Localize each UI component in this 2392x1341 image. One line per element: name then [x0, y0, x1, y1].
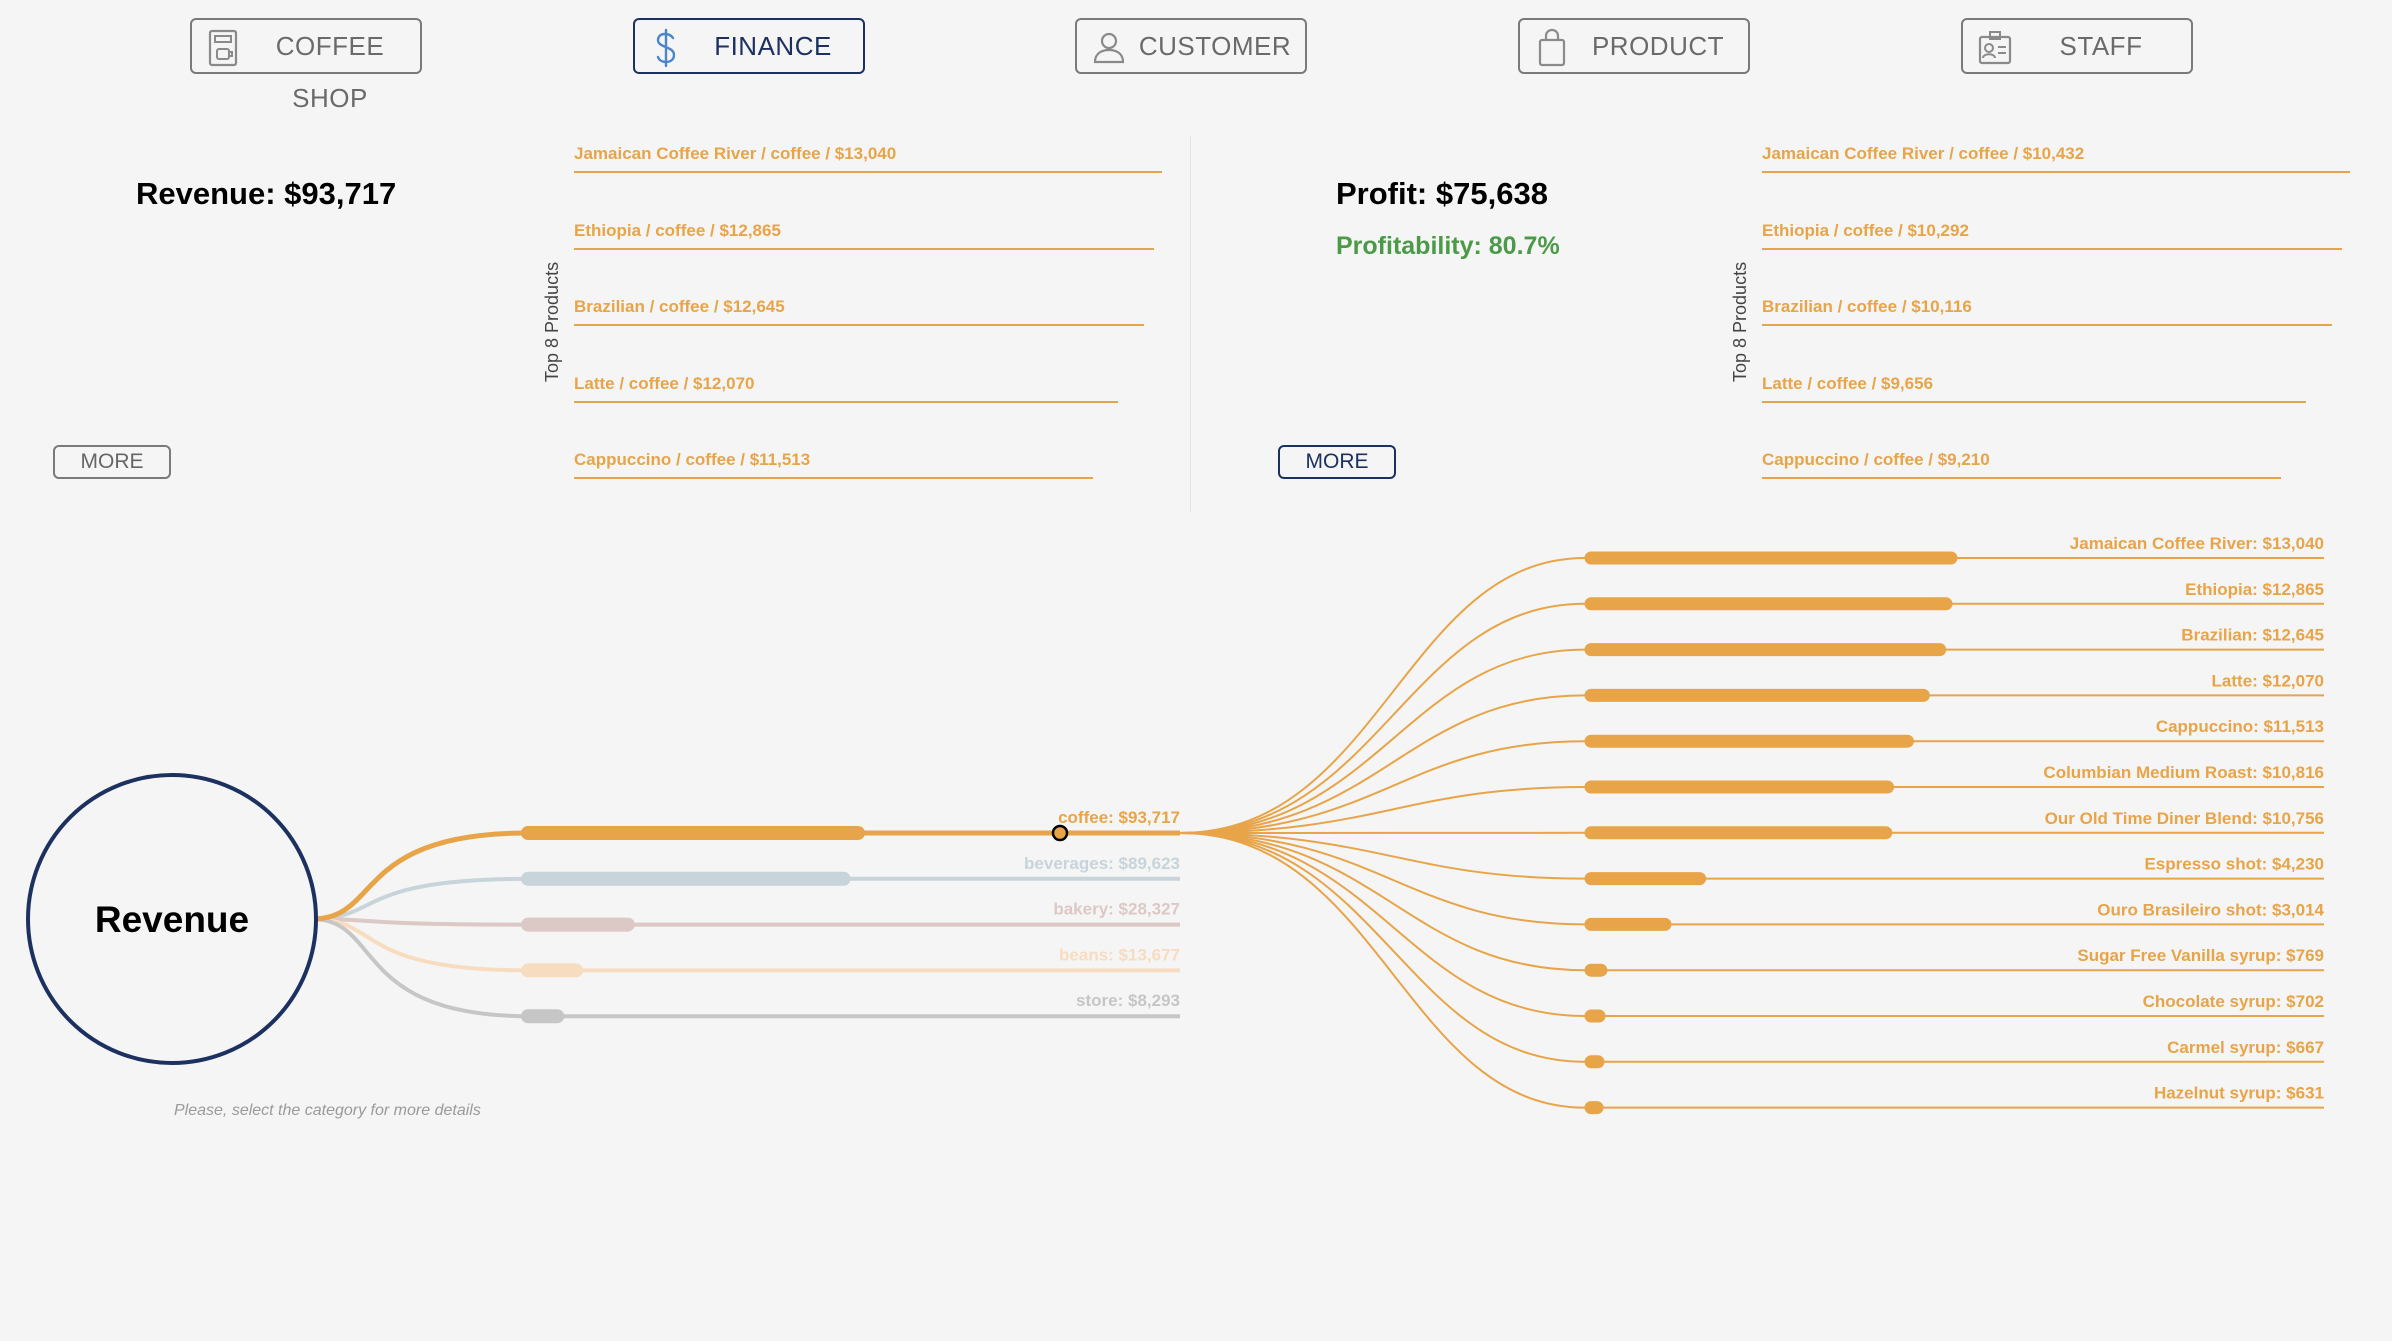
product-link — [1179, 694, 2324, 834]
product-link — [1179, 832, 2324, 1017]
profitability-kpi: Profitability: 80.7% — [1336, 232, 1560, 260]
top-product-label: Brazilian / coffee / $10,116 — [1762, 297, 1972, 316]
product-label: Our Old Time Diner Blend: $10,756 — [2045, 809, 2324, 828]
top-product-label: Brazilian / coffee / $12,645 — [574, 297, 785, 316]
top-product-bar — [1762, 324, 2333, 326]
top-product-bar — [574, 324, 1145, 326]
top-product-label: Jamaican Coffee River / coffee / $10,432 — [1762, 144, 2085, 163]
category-label[interactable]: beverages: $89,623 — [1024, 854, 1180, 873]
top-product-item: Jamaican Coffee River / coffee / $13,040 — [574, 144, 1162, 173]
shopping-bag-icon — [1538, 28, 1566, 67]
top-product-label: Cappuccino / coffee / $11,513 — [574, 450, 811, 469]
top-product-item: Ethiopia / coffee / $12,865 — [574, 220, 1155, 250]
product-label: Chocolate syrup: $702 — [2143, 992, 2324, 1011]
product-link — [1179, 832, 2324, 926]
top-product-label: Jamaican Coffee River / coffee / $13,040 — [574, 144, 897, 163]
product-label: Latte: $12,070 — [2212, 671, 2324, 690]
person-icon — [1093, 32, 1125, 64]
category-link — [311, 917, 1180, 973]
dollar-icon — [656, 28, 676, 68]
product-label: Ethiopia: $12,865 — [2185, 580, 2324, 599]
product-label: Ouro Brasileiro shot: $3,014 — [2097, 900, 2324, 919]
top-product-item: Cappuccino / coffee / $9,210 — [1762, 450, 2282, 479]
product-label: Brazilian: $12,645 — [2181, 626, 2324, 645]
top-product-item: Latte / coffee / $9,656 — [1762, 373, 2307, 403]
top-product-bar — [574, 171, 1162, 173]
top-product-bar — [1762, 477, 2282, 479]
product-label: Sugar Free Vanilla syrup: $769 — [2077, 946, 2324, 965]
top-product-label: Latte / coffee / $12,070 — [574, 373, 755, 393]
top-product-item: Jamaican Coffee River / coffee / $10,432 — [1762, 144, 2350, 173]
panel-divider — [1190, 136, 1191, 512]
category-label[interactable]: coffee: $93,717 — [1058, 808, 1180, 827]
product-label: Hazelnut syrup: $631 — [2154, 1084, 2324, 1103]
tab-label: CUSTOMER — [1138, 31, 1292, 61]
product-link — [1179, 740, 2324, 834]
tab-product[interactable]: PRODUCT — [1518, 18, 1750, 74]
product-label: Cappuccino: $11,513 — [2156, 717, 2324, 736]
top-product-label: Cappuccino / coffee / $9,210 — [1762, 450, 1990, 469]
top-product-label: Latte / coffee / $9,656 — [1762, 373, 1934, 393]
top-product-bar — [574, 477, 1094, 479]
root-label: Revenue — [95, 899, 249, 940]
selected-node-marker — [1051, 824, 1069, 842]
category-label[interactable]: beans: $13,677 — [1059, 945, 1180, 964]
tab-label: PRODUCT — [1591, 31, 1725, 61]
category-label[interactable]: store: $8,293 — [1076, 991, 1180, 1010]
top-product-item: Cappuccino / coffee / $11,513 — [574, 450, 1094, 479]
product-link — [1179, 602, 2324, 834]
category-link — [311, 917, 1180, 1019]
top-product-label: Ethiopia / coffee / $10,292 — [1762, 220, 1969, 240]
product-label: Columbian Medium Roast: $10,816 — [2043, 763, 2324, 782]
product-link — [1179, 648, 2324, 834]
top-product-label: Ethiopia / coffee / $12,865 — [574, 220, 781, 240]
revenue-more-button[interactable]: MORE — [53, 445, 171, 479]
tab-label: FINANCE — [714, 31, 832, 61]
top-product-bar — [1762, 247, 2343, 250]
top-product-bar — [1762, 400, 2307, 403]
tab-coffee-shop[interactable]: COFFEE SHOP — [190, 18, 422, 113]
product-label: Jamaican Coffee River: $13,040 — [2070, 534, 2324, 553]
product-label: Espresso shot: $4,230 — [2144, 855, 2324, 874]
id-badge-icon — [1978, 31, 2012, 65]
tab-finance[interactable]: FINANCE — [633, 18, 865, 74]
profit-kpi: Profit: $75,638 — [1336, 176, 1548, 211]
revenue-kpi: Revenue: $93,717 — [136, 176, 397, 211]
tab-staff[interactable]: STAFF — [1961, 18, 2193, 74]
top-product-bar — [1762, 171, 2350, 173]
tab-customer[interactable]: CUSTOMER — [1075, 18, 1307, 74]
top-product-bar — [574, 247, 1155, 250]
category-label[interactable]: bakery: $28,327 — [1053, 900, 1180, 919]
product-link — [1179, 832, 2324, 1109]
category-link — [311, 917, 1180, 927]
tab-label: COFFEE SHOP — [275, 31, 385, 113]
tab-label: STAFF — [2059, 31, 2143, 61]
top-product-item: Brazilian / coffee / $10,116 — [1762, 297, 2333, 326]
product-link — [1179, 832, 2324, 1063]
product-label: Carmel syrup: $667 — [2167, 1038, 2324, 1057]
coffee-machine-icon — [208, 29, 238, 67]
top-product-bar — [574, 400, 1119, 403]
top-product-item: Latte / coffee / $12,070 — [574, 373, 1119, 403]
profit-more-button[interactable]: MORE — [1278, 445, 1396, 479]
product-link — [1179, 557, 2324, 834]
top-product-item: Ethiopia / coffee / $10,292 — [1762, 220, 2343, 250]
selection-hint: Please, select the category for more det… — [174, 1102, 481, 1119]
root-node — [26, 773, 318, 1065]
category-link — [311, 830, 1180, 922]
product-link — [1179, 832, 2324, 880]
product-link — [1179, 832, 2324, 972]
top-product-item: Brazilian / coffee / $12,645 — [574, 297, 1145, 326]
product-link — [1179, 786, 2324, 834]
